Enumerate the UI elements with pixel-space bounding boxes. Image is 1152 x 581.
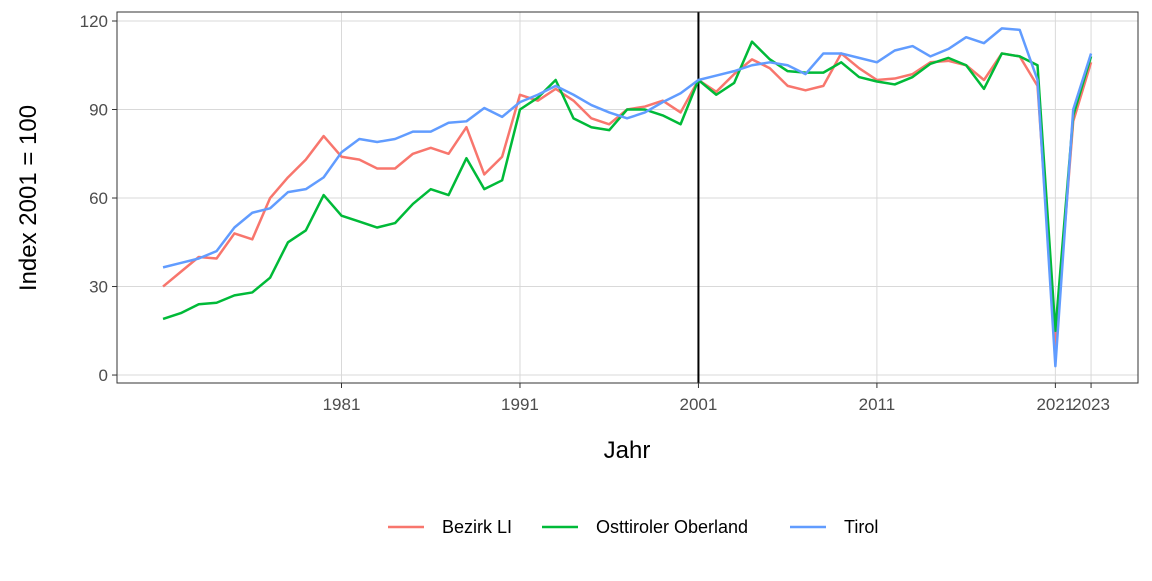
y-tick-label: 30 [89, 278, 108, 297]
legend-label: Osttiroler Oberland [596, 517, 748, 537]
y-tick-label: 60 [89, 189, 108, 208]
x-tick-label: 2011 [859, 395, 896, 414]
y-tick-label: 0 [99, 366, 108, 385]
x-tick-label: 1981 [323, 395, 361, 414]
legend-label: Tirol [844, 517, 878, 537]
x-tick-label: 2023 [1072, 395, 1110, 414]
y-tick-label: 90 [89, 101, 108, 120]
x-axis-label: Jahr [604, 437, 651, 464]
panel-border [116, 11, 1139, 384]
series-line [162, 40, 1093, 333]
y-tick-label: 120 [80, 12, 108, 31]
x-tick-label: 2021 [1036, 395, 1074, 414]
x-tick-label: 2001 [680, 395, 718, 414]
series-line [162, 27, 1093, 368]
legend-label: Bezirk LI [442, 517, 512, 537]
y-axis-label: Index 2001 = 100 [15, 105, 42, 291]
x-tick-label: 1991 [501, 395, 539, 414]
